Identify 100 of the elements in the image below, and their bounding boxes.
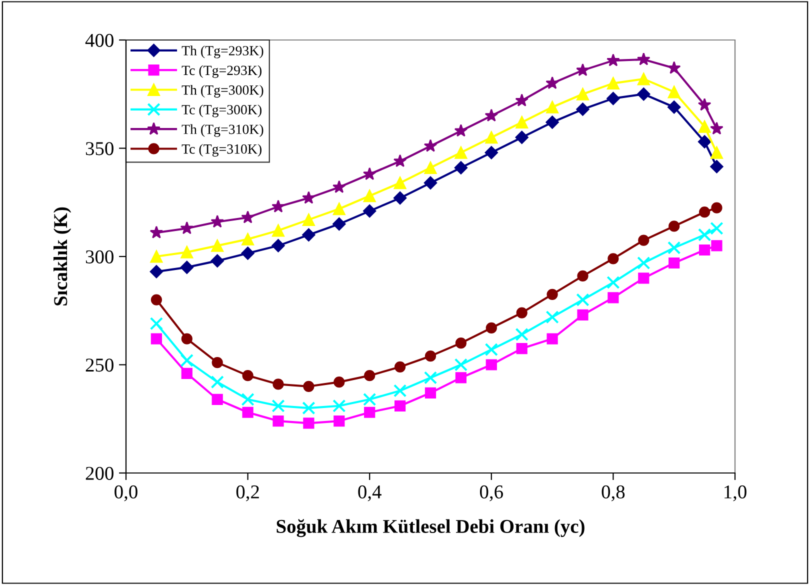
point — [484, 108, 498, 122]
point — [668, 86, 680, 98]
point — [546, 116, 559, 129]
point — [272, 224, 284, 237]
point — [576, 293, 590, 306]
point — [334, 415, 345, 427]
point — [424, 139, 438, 152]
point — [698, 98, 712, 111]
point — [180, 246, 194, 258]
point — [363, 204, 376, 218]
point — [546, 288, 558, 300]
point — [698, 120, 711, 133]
point — [363, 392, 376, 406]
point — [150, 250, 163, 263]
point — [150, 294, 162, 306]
point — [637, 52, 650, 66]
point — [180, 260, 194, 274]
point — [272, 399, 285, 412]
point — [668, 257, 680, 269]
point — [181, 368, 192, 379]
point — [484, 342, 498, 356]
point — [180, 221, 194, 234]
x-tick-label: 0,2 — [236, 485, 259, 502]
legend-label: Tc (Tg=293K) — [182, 65, 262, 78]
point — [577, 309, 588, 321]
y-tick-label: 350 — [86, 142, 114, 156]
point — [698, 135, 712, 148]
point — [303, 380, 314, 392]
point — [332, 202, 346, 216]
point — [393, 384, 407, 398]
point — [424, 350, 436, 362]
point — [364, 406, 376, 418]
point — [393, 191, 407, 205]
point — [242, 370, 254, 382]
point — [454, 124, 468, 137]
legend-label: Tc (Tg=300K) — [182, 104, 262, 118]
point — [516, 342, 528, 354]
point — [241, 246, 254, 260]
y-tick-label: 200 — [86, 466, 114, 480]
point — [393, 154, 407, 167]
point — [272, 378, 284, 390]
point — [668, 100, 681, 114]
point — [546, 100, 559, 114]
point — [150, 226, 164, 238]
point — [272, 415, 284, 427]
point — [710, 122, 724, 135]
legend-label: Th (Tg=310K) — [182, 124, 264, 137]
point — [606, 77, 620, 90]
point — [698, 244, 710, 256]
point — [515, 130, 528, 144]
point — [272, 200, 285, 212]
point — [242, 232, 254, 246]
point — [455, 338, 467, 349]
point — [637, 256, 650, 270]
point — [303, 418, 314, 429]
point — [638, 272, 650, 284]
point — [455, 372, 467, 384]
point — [334, 376, 345, 388]
point — [394, 400, 406, 412]
point — [150, 333, 162, 344]
point — [332, 180, 346, 193]
point — [606, 276, 620, 290]
point — [576, 88, 589, 100]
point — [272, 239, 285, 252]
point — [332, 399, 346, 412]
point — [212, 394, 223, 405]
point — [424, 161, 437, 174]
point — [516, 116, 528, 129]
point — [668, 241, 681, 254]
y-tick-label: 300 — [86, 250, 114, 264]
point — [364, 370, 376, 382]
point — [362, 167, 376, 180]
point — [710, 160, 724, 174]
point — [637, 88, 650, 101]
point — [302, 191, 316, 204]
point — [711, 202, 722, 214]
point — [710, 146, 723, 159]
point — [668, 220, 680, 232]
point — [241, 392, 254, 406]
point — [424, 387, 436, 398]
point — [576, 63, 590, 76]
point — [180, 354, 194, 368]
point — [242, 406, 254, 418]
point — [241, 210, 254, 224]
point — [424, 371, 438, 384]
legend-label: Tc (Tg=310K) — [182, 144, 262, 157]
point — [698, 228, 712, 242]
point — [210, 375, 224, 389]
point — [546, 310, 559, 324]
x-tick-label: 0,0 — [114, 485, 138, 502]
point — [181, 333, 192, 344]
point — [576, 102, 590, 116]
point — [150, 265, 164, 278]
y-axis-title: Sıcaklık (K) — [54, 207, 72, 306]
point — [363, 190, 376, 202]
point — [606, 54, 620, 66]
point — [302, 401, 316, 415]
y-tick-label: 400 — [85, 34, 114, 47]
point — [484, 146, 498, 160]
legend-label: Th (Tg=293K) — [182, 46, 264, 58]
